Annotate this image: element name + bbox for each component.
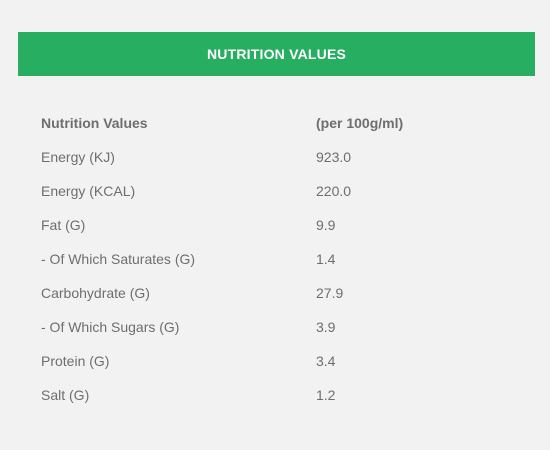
table-header-row: Nutrition Values (per 100g/ml) xyxy=(41,106,501,140)
table-row: Energy (KJ) 923.0 xyxy=(41,140,501,174)
nutrient-name: Fat (G) xyxy=(41,217,86,233)
nutrient-name: - Of Which Sugars (G) xyxy=(41,319,180,335)
nutrient-name: Energy (KCAL) xyxy=(41,183,136,199)
nutrient-value: 923.0 xyxy=(316,149,352,165)
nutrient-name: Protein (G) xyxy=(41,353,110,369)
column-header-amount: (per 100g/ml) xyxy=(316,115,404,131)
nutrient-value: 220.0 xyxy=(316,183,352,199)
nutrient-value: 27.9 xyxy=(316,285,344,301)
nutrient-value: 3.9 xyxy=(316,319,336,335)
nutrient-value: 9.9 xyxy=(316,217,336,233)
nutrition-header-title: NUTRITION VALUES xyxy=(206,46,347,62)
table-row: Fat (G) 9.9 xyxy=(41,208,501,242)
table-row: Salt (G) 1.2 xyxy=(41,378,501,412)
column-header-nutrient: Nutrition Values xyxy=(41,115,148,131)
nutrient-name: Energy (KJ) xyxy=(41,149,115,165)
nutrition-table: Nutrition Values (per 100g/ml) Energy (K… xyxy=(41,106,501,412)
nutrient-value: 1.4 xyxy=(316,251,336,267)
nutrient-value: 1.2 xyxy=(316,387,336,403)
nutrient-name: - Of Which Saturates (G) xyxy=(41,251,196,267)
table-row: Protein (G) 3.4 xyxy=(41,344,501,378)
table-row: - Of Which Sugars (G) 3.9 xyxy=(41,310,501,344)
nutrient-name: Salt (G) xyxy=(41,387,90,403)
nutrition-header-bar: NUTRITION VALUES xyxy=(18,32,535,76)
table-row: Carbohydrate (G) 27.9 xyxy=(41,276,501,310)
nutrient-value: 3.4 xyxy=(316,353,336,369)
table-row: Energy (KCAL) 220.0 xyxy=(41,174,501,208)
table-row: - Of Which Saturates (G) 1.4 xyxy=(41,242,501,276)
nutrient-name: Carbohydrate (G) xyxy=(41,285,150,301)
